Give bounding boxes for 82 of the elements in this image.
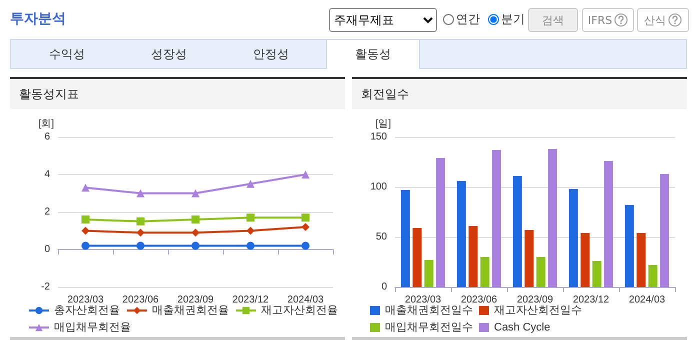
- x-tick-label: 2024/03: [287, 294, 324, 306]
- bar: [648, 265, 658, 287]
- point: [192, 228, 200, 237]
- bar: [412, 228, 422, 287]
- bar: [524, 230, 534, 287]
- text: 활동성: [326, 39, 420, 69]
- text: 투자분석: [10, 10, 66, 28]
- point: [192, 189, 200, 198]
- point: [82, 216, 90, 224]
- chart-title: 활동성지표: [10, 79, 345, 109]
- text: 주재무제표: [329, 8, 437, 32]
- bar: [436, 158, 446, 287]
- point: [82, 242, 90, 250]
- legend-label: 재고자산회전일수: [494, 304, 582, 316]
- y-axis-title: [회]: [38, 118, 54, 130]
- bar: [492, 150, 502, 287]
- point: [192, 216, 200, 224]
- bar: [592, 261, 602, 287]
- point: [82, 226, 90, 235]
- text: 연간: [456, 11, 480, 28]
- point: [136, 189, 144, 198]
- x-tick-label: 2023/06: [460, 294, 498, 306]
- point: [192, 242, 200, 250]
- point: [246, 226, 254, 235]
- y-tick-label: 4: [44, 169, 50, 180]
- bar: [548, 149, 558, 287]
- bar: [512, 176, 522, 287]
- y-axis-title: [일]: [375, 118, 392, 130]
- legend-label: 매출채권회전율: [152, 304, 229, 316]
- legend-label: 매입채무회전율: [54, 322, 131, 334]
- point: [302, 214, 310, 222]
- text: 검색: [542, 12, 564, 28]
- legend-label: Cash Cycle: [494, 322, 550, 334]
- bar: [636, 233, 646, 287]
- point: [246, 242, 254, 250]
- bar: [480, 257, 490, 287]
- y-tick-label: 100: [370, 182, 388, 192]
- bar: [580, 233, 590, 287]
- y-tick-label: 0: [381, 282, 388, 292]
- point: [302, 223, 310, 231]
- legend-label: 매출채권회전일수: [385, 304, 473, 316]
- bar: [456, 181, 466, 287]
- y-tick-label: 2: [44, 206, 50, 218]
- x-tick-label: 2023/09: [177, 294, 214, 306]
- x-tick-label: 2023/12: [232, 294, 270, 306]
- text: IFRS: [588, 14, 612, 26]
- x-tick-label: 2023/06: [122, 294, 160, 306]
- bar: [424, 260, 434, 287]
- y-tick-label: 0: [44, 244, 50, 255]
- x-tick-label: 2023/03: [404, 294, 442, 306]
- chart-title: 회전일수: [352, 79, 687, 109]
- point: [82, 184, 90, 192]
- point: [246, 180, 254, 188]
- x-tick-label: 2023/12: [572, 294, 610, 306]
- legend-label: 총자산회전율: [54, 304, 120, 316]
- x-tick-label: 2023/03: [67, 294, 104, 306]
- y-tick-label: 50: [376, 232, 388, 242]
- y-tick-label: -2: [41, 282, 50, 292]
- bar: [660, 174, 670, 287]
- text: 안정성: [252, 46, 290, 62]
- point: [246, 214, 254, 222]
- x-tick-label: 2024/03: [628, 294, 666, 306]
- bar: [624, 205, 634, 287]
- point: [136, 242, 144, 250]
- legend-label: 매입채무회전일수: [385, 322, 473, 334]
- text: 성장성: [150, 46, 188, 62]
- text: 산식: [644, 12, 666, 28]
- bar: [604, 161, 614, 287]
- bar: [400, 190, 410, 287]
- x-tick-label: 2023/09: [516, 294, 554, 306]
- bar: [536, 257, 546, 287]
- point: [136, 217, 144, 226]
- bar: [568, 189, 578, 287]
- point: [302, 242, 310, 250]
- text: 수익성: [48, 46, 86, 62]
- y-tick-label: 6: [44, 132, 50, 142]
- bar: [468, 226, 478, 287]
- y-tick-label: 150: [370, 132, 388, 142]
- legend-label: 재고자산회전율: [261, 304, 338, 316]
- text: 분기: [501, 11, 525, 28]
- point: [136, 228, 144, 237]
- point: [302, 170, 310, 178]
